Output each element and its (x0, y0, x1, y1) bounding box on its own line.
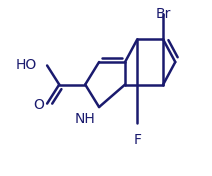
Text: HO: HO (15, 58, 37, 73)
Text: NH: NH (75, 112, 96, 126)
Text: O: O (33, 98, 44, 112)
Text: F: F (133, 133, 141, 147)
Text: Br: Br (155, 7, 171, 21)
